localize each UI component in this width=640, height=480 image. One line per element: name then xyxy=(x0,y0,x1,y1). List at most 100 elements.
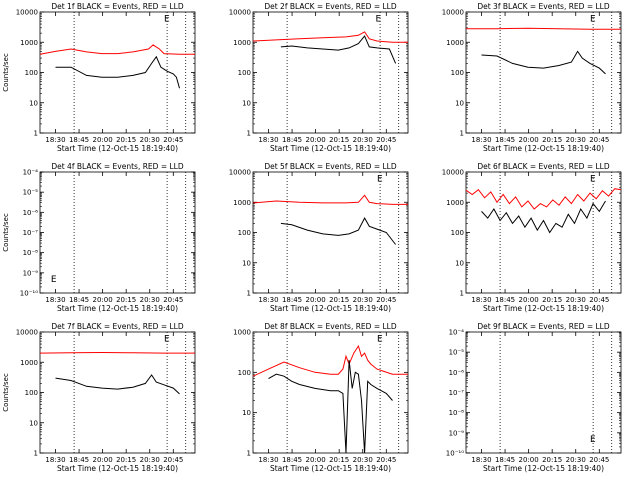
x-tick-label: 20:45 xyxy=(163,456,183,464)
x-tick-label: 20:15 xyxy=(116,136,136,144)
y-tick-label: 1 xyxy=(34,130,38,138)
x-tick-label: 18:30 xyxy=(258,296,278,304)
x-tick-label: 20:00 xyxy=(93,456,113,464)
x-tick-label: 18:30 xyxy=(45,296,65,304)
y-tick-label: 100 xyxy=(451,229,464,237)
y-tick-label: 10⁻⁵ xyxy=(449,349,465,357)
chart-panel-5: Det 5f BLACK = Events, RED = LLD 1 10 100 10… xyxy=(229,162,409,313)
x-tick-label: 20:00 xyxy=(519,456,539,464)
x-tick-label: 20:15 xyxy=(116,456,136,464)
y-tick-label: 10000 xyxy=(229,9,251,17)
x-tick-label: 18:30 xyxy=(45,136,65,144)
series-line-lld xyxy=(252,344,408,377)
chart-title: Det 4f BLACK = Events, RED = LLD xyxy=(51,162,184,171)
y-tick-label: 10⁻⁷ xyxy=(23,229,39,237)
y-tick-label: 10 xyxy=(242,409,251,417)
y-tick-label: 10⁻⁶ xyxy=(449,369,465,377)
x-axis-label: Start Time (12-Oct-15 18:19:40) xyxy=(270,304,391,313)
x-tick-label: 20:30 xyxy=(140,136,160,144)
chart-panel-7: Det 7f BLACK = Events, RED = LLD 1 10 100 10… xyxy=(2,322,196,473)
y-tick-label: 10000 xyxy=(16,329,38,337)
x-tick-label: 20:45 xyxy=(589,136,609,144)
y-tick-label: 100 xyxy=(238,69,251,77)
chart-panel-9: Det 9f BLACK = Events, RED = LLD 10⁻¹⁰ 10⁻… xyxy=(446,322,622,473)
x-tick-label: 20:45 xyxy=(589,296,609,304)
x-tick-label: 18:30 xyxy=(471,456,491,464)
chart-panel-2: Det 2f BLACK = Events, RED = LLD 1 10 100 10… xyxy=(229,2,409,153)
x-tick-label: 18:30 xyxy=(258,136,278,144)
y-tick-label: 10000 xyxy=(442,9,464,17)
series-line-events xyxy=(268,360,393,454)
x-axis-label: Start Time (12-Oct-15 18:19:40) xyxy=(270,144,391,153)
chart-title: Det 8f BLACK = Events, RED = LLD xyxy=(264,322,397,331)
series-line-events xyxy=(280,35,397,64)
x-tick-label: 20:15 xyxy=(542,296,562,304)
series-line-events xyxy=(55,374,180,395)
x-tick-label: 20:15 xyxy=(329,456,349,464)
x-tick-label: 18:45 xyxy=(495,136,515,144)
series-line-events xyxy=(55,55,180,89)
e-marker: E xyxy=(375,14,381,24)
y-tick-label: 100 xyxy=(25,69,38,77)
x-tick-label: 20:30 xyxy=(140,296,160,304)
y-axis-label: Counts/sec xyxy=(2,213,10,252)
x-tick-label: 20:15 xyxy=(542,136,562,144)
y-tick-label: 10⁻¹⁰ xyxy=(20,290,38,298)
series-line-lld xyxy=(252,31,408,43)
y-tick-label: 1000 xyxy=(20,359,38,367)
y-tick-label: 10⁻⁸ xyxy=(23,249,39,257)
y-tick-label: 1 xyxy=(247,450,251,458)
x-axis-label: Start Time (12-Oct-15 18:19:40) xyxy=(483,464,604,473)
e-marker: E xyxy=(377,174,383,184)
x-tick-label: 20:15 xyxy=(329,296,349,304)
plot-frame xyxy=(39,171,196,294)
x-tick-label: 20:15 xyxy=(329,136,349,144)
y-tick-label: 100 xyxy=(238,369,251,377)
y-tick-label: 10 xyxy=(29,99,38,107)
y-tick-label: 10⁻⁷ xyxy=(449,389,465,397)
x-tick-label: 18:45 xyxy=(69,296,89,304)
e-marker: E xyxy=(164,14,170,24)
y-tick-label: 10 xyxy=(242,259,251,267)
series-line-events xyxy=(481,200,606,234)
x-tick-label: 18:45 xyxy=(282,136,302,144)
x-tick-label: 20:00 xyxy=(93,136,113,144)
series-line-lld xyxy=(39,351,195,354)
y-tick-label: 10⁻⁹ xyxy=(449,429,465,437)
x-tick-label: 20:45 xyxy=(163,136,183,144)
x-tick-label: 20:00 xyxy=(306,296,326,304)
y-tick-label: 1000 xyxy=(233,39,251,47)
plot-frame xyxy=(465,331,622,454)
y-tick-label: 100 xyxy=(238,229,251,237)
x-tick-label: 20:00 xyxy=(519,136,539,144)
x-tick-label: 20:45 xyxy=(163,296,183,304)
plot-frame xyxy=(252,331,409,454)
y-tick-label: 1 xyxy=(247,130,251,138)
series-line-lld xyxy=(39,44,195,55)
y-tick-label: 10⁻⁸ xyxy=(449,409,465,417)
chart-panel-8: Det 8f BLACK = Events, RED = LLD 1 10 100 10… xyxy=(233,322,409,473)
x-tick-label: 18:30 xyxy=(45,456,65,464)
x-tick-label: 18:30 xyxy=(471,136,491,144)
plot-frame xyxy=(39,331,196,454)
y-tick-label: 10⁻⁵ xyxy=(23,189,39,197)
x-tick-label: 18:45 xyxy=(282,456,302,464)
x-tick-label: 18:45 xyxy=(495,456,515,464)
plot-frame xyxy=(252,171,409,294)
x-tick-label: 18:45 xyxy=(495,296,515,304)
x-axis-label: Start Time (12-Oct-15 18:19:40) xyxy=(57,144,178,153)
x-tick-label: 20:45 xyxy=(376,136,396,144)
y-tick-label: 10⁻⁴ xyxy=(449,329,465,337)
series-line-events xyxy=(481,50,606,75)
y-tick-label: 10000 xyxy=(442,169,464,177)
x-tick-label: 20:00 xyxy=(306,136,326,144)
y-tick-label: 10⁻¹⁰ xyxy=(446,450,464,458)
chart-panel-3: Det 3f BLACK = Events, RED = LLD 1 10 100 10… xyxy=(442,2,622,153)
x-tick-label: 20:30 xyxy=(140,456,160,464)
x-axis-label: Start Time (12-Oct-15 18:19:40) xyxy=(57,304,178,313)
chart-panel-1: Det 1f BLACK = Events, RED = LLD 1 10 100 10… xyxy=(2,2,196,153)
y-tick-label: 1 xyxy=(460,290,464,298)
e-marker: E xyxy=(590,435,596,445)
x-axis-label: Start Time (12-Oct-15 18:19:40) xyxy=(483,144,604,153)
chart-title: Det 7f BLACK = Events, RED = LLD xyxy=(51,322,184,331)
